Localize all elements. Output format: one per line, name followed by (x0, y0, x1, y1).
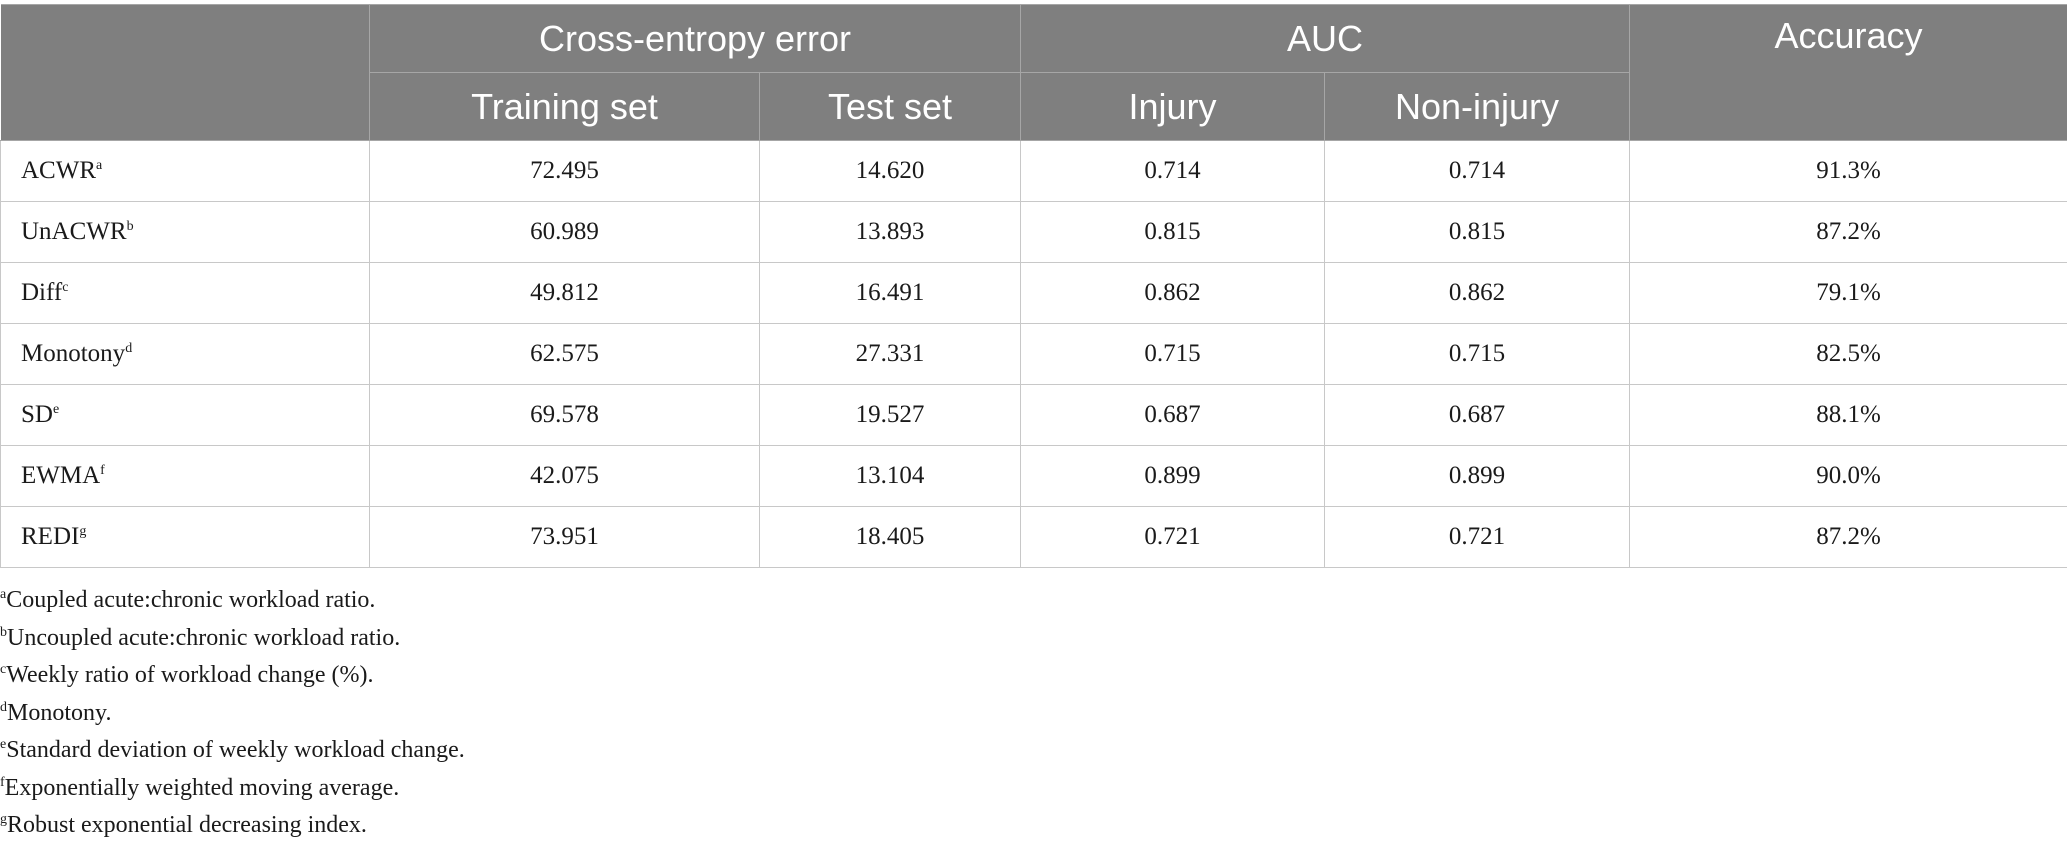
row-name: Monotony (21, 340, 126, 367)
cell-injury: 0.899 (1020, 445, 1325, 507)
header-training-set: Training set (369, 72, 760, 141)
row-name: UnACWR (21, 218, 127, 245)
header-auc: AUC (1019, 4, 1631, 73)
cell-non-injury: 0.687 (1323, 384, 1631, 446)
cell-non-injury: 0.862 (1323, 262, 1631, 324)
footnote: cWeekly ratio of workload change (%). (0, 657, 465, 695)
cell-training: 69.578 (369, 384, 760, 446)
footnote: eStandard deviation of weekly workload c… (0, 732, 465, 770)
header-empty-cell (0, 4, 370, 141)
cell-accuracy: 87.2% (1629, 201, 2067, 263)
header-cross-entropy: Cross-entropy error (369, 4, 1021, 73)
header-row-2: Training set Test set Injury Non-injury (1, 72, 2067, 141)
footnote-text: Standard deviation of weekly workload ch… (6, 737, 465, 763)
cell-non-injury: 0.714 (1323, 140, 1631, 202)
table-body: ACWRa 72.495 14.620 0.714 0.714 91.3% Un… (0, 140, 2067, 568)
row-label: ACWRa (0, 140, 370, 202)
table-row: ACWRa 72.495 14.620 0.714 0.714 91.3% (0, 140, 2067, 202)
row-label: UnACWRb (0, 201, 370, 263)
cell-accuracy: 79.1% (1629, 262, 2067, 324)
footnote-marker: b (0, 624, 7, 640)
cell-accuracy: 91.3% (1629, 140, 2067, 202)
row-label: REDIg (0, 506, 370, 568)
footnote-marker: g (0, 812, 7, 827)
row-label: Diffc (0, 262, 370, 324)
table-row: SDe 69.578 19.527 0.687 0.687 88.1% (0, 384, 2067, 446)
footnote-text: Weekly ratio of workload change (%). (6, 662, 374, 688)
footnote: gRobust exponential decreasing index. (0, 807, 465, 845)
table-row: Monotonyd 62.575 27.331 0.715 0.715 82.5… (0, 323, 2067, 385)
row-footnote-marker: b (126, 219, 134, 234)
cell-test: 13.104 (759, 445, 1021, 507)
cell-injury: 0.714 (1020, 140, 1325, 202)
cell-test: 14.620 (759, 140, 1021, 202)
cell-injury: 0.715 (1020, 323, 1325, 385)
header-non-injury: Non-injury (1323, 72, 1631, 141)
footnote-text: Exponentially weighted moving average. (4, 774, 400, 801)
footnote-text: Robust exponential decreasing index. (7, 812, 367, 838)
row-name: SD (21, 401, 53, 428)
cell-training: 49.812 (369, 262, 760, 324)
table-row: Diffc 49.812 16.491 0.862 0.862 79.1% (0, 262, 2067, 324)
cell-training: 73.951 (369, 506, 760, 568)
cell-injury: 0.721 (1020, 506, 1325, 568)
cell-accuracy: 82.5% (1629, 323, 2067, 385)
footnote: bUncoupled acute:chronic workload ratio. (0, 620, 465, 658)
cell-test: 19.527 (759, 384, 1021, 446)
cell-training: 72.495 (369, 140, 760, 202)
header-injury: Injury (1020, 72, 1325, 141)
footnote: dMonotony. (0, 695, 465, 733)
cell-accuracy: 90.0% (1629, 445, 2067, 507)
row-footnote-marker: a (96, 158, 103, 173)
cell-accuracy: 87.2% (1629, 506, 2067, 568)
footnote-marker: c (0, 662, 7, 677)
footnote-marker: a (0, 587, 7, 602)
table-header: Cross-entropy error AUC Accuracy Trainin… (0, 4, 2067, 141)
row-footnote-marker: d (125, 341, 133, 356)
cell-test: 27.331 (759, 323, 1021, 385)
cell-test: 16.491 (759, 262, 1021, 324)
row-name: ACWR (21, 157, 96, 184)
footnote: aCoupled acute:chronic workload ratio. (0, 582, 465, 620)
footnote-text: Monotony. (7, 699, 112, 726)
row-label: EWMAf (0, 445, 370, 507)
cell-test: 18.405 (759, 506, 1021, 568)
footnote-text: Coupled acute:chronic workload ratio. (6, 587, 376, 613)
footnote-marker: f (0, 774, 5, 790)
cell-injury: 0.815 (1020, 201, 1325, 263)
cell-accuracy: 88.1% (1629, 384, 2067, 446)
cell-training: 60.989 (369, 201, 760, 263)
cell-non-injury: 0.899 (1323, 445, 1631, 507)
footnote-marker: d (0, 699, 7, 715)
footnote-text: Uncoupled acute:chronic workload ratio. (7, 624, 401, 651)
cell-injury: 0.862 (1020, 262, 1325, 324)
row-footnote-marker: e (52, 402, 60, 417)
footnote-marker: e (0, 737, 7, 752)
cell-training: 42.075 (369, 445, 760, 507)
table-row: REDIg 73.951 18.405 0.721 0.721 87.2% (0, 506, 2067, 568)
header-test-set: Test set (759, 72, 1021, 141)
cell-training: 62.575 (369, 323, 760, 385)
row-footnote-marker: f (100, 463, 105, 478)
header-row-1: Cross-entropy error AUC Accuracy (0, 4, 2067, 141)
table-row: UnACWRb 60.989 13.893 0.815 0.815 87.2% (0, 201, 2067, 263)
row-footnote-marker: c (62, 280, 69, 295)
row-name: EWMA (21, 462, 101, 489)
row-footnote-marker: g (79, 524, 87, 539)
cell-non-injury: 0.721 (1323, 506, 1631, 568)
results-table: Cross-entropy error AUC Accuracy Trainin… (0, 4, 2067, 568)
footnote: fExponentially weighted moving average. (0, 770, 465, 808)
cell-test: 13.893 (759, 201, 1021, 263)
row-label: Monotonyd (0, 323, 370, 385)
table-footnotes: aCoupled acute:chronic workload ratio. b… (0, 582, 465, 845)
row-name: REDI (21, 523, 80, 550)
results-table-container: Cross-entropy error AUC Accuracy Trainin… (0, 4, 2067, 568)
cell-injury: 0.687 (1020, 384, 1325, 446)
row-name: Diff (21, 279, 63, 306)
cell-non-injury: 0.715 (1323, 323, 1631, 385)
cell-non-injury: 0.815 (1323, 201, 1631, 263)
header-accuracy: Accuracy (1629, 4, 2067, 141)
row-label: SDe (0, 384, 370, 446)
table-row: EWMAf 42.075 13.104 0.899 0.899 90.0% (0, 445, 2067, 507)
